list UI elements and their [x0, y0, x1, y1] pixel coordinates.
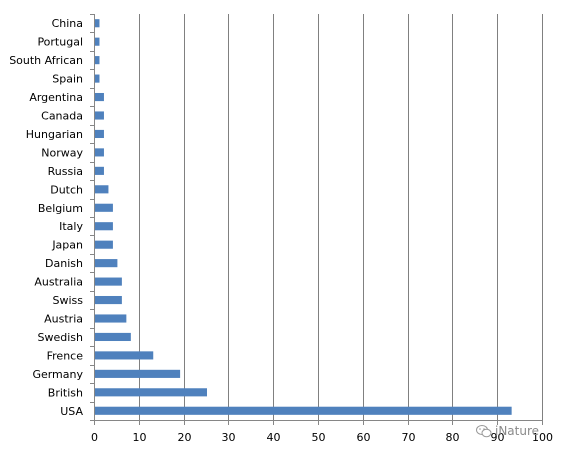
watermark-text: iNature [495, 424, 540, 438]
x-tick-label: 70 [402, 431, 416, 444]
category-label: Russia [48, 165, 83, 178]
bar [95, 259, 118, 268]
x-tick-label: 50 [312, 431, 326, 444]
bars [95, 19, 512, 415]
x-tick-label: 10 [133, 431, 147, 444]
bar [95, 148, 104, 157]
x-tick-label: 90 [491, 431, 505, 444]
bar [95, 406, 512, 415]
bar [95, 277, 122, 286]
category-label: Italy [59, 220, 83, 233]
category-label: Spain [52, 73, 83, 86]
category-label: Dutch [50, 183, 83, 196]
category-label: Swedish [38, 331, 84, 344]
bar [95, 92, 104, 102]
bar [95, 185, 109, 194]
category-label: Hungarian [26, 128, 83, 141]
bar [95, 37, 100, 46]
x-tick-label: 0 [91, 431, 98, 444]
category-label: British [48, 386, 83, 399]
bar [95, 111, 104, 120]
wechat-icon [476, 424, 492, 437]
category-label: Japan [51, 239, 83, 252]
category-label: Swiss [53, 294, 84, 307]
category-label: Australia [34, 276, 83, 289]
bar [95, 166, 104, 175]
category-label: Portugal [37, 36, 83, 49]
category-label: Norway [41, 146, 83, 159]
bar [95, 369, 181, 378]
bar [95, 56, 100, 65]
bar [95, 129, 104, 139]
bar [95, 332, 131, 342]
category-label: USA [60, 405, 83, 418]
category-label: Argentina [29, 91, 83, 104]
bar [95, 240, 113, 249]
x-tick-label: 80 [446, 431, 460, 444]
bar [95, 222, 113, 231]
category-label: Germany [32, 368, 83, 381]
watermark: iNature [476, 424, 539, 438]
category-label: Austria [44, 313, 83, 326]
x-tick-labels: 0 10 20 30 40 50 60 70 80 90 100 [91, 431, 553, 444]
gridlines [139, 14, 543, 420]
bar [95, 203, 113, 212]
category-label: China [52, 17, 83, 30]
bar [95, 388, 207, 397]
bar [95, 351, 154, 360]
x-tick-label: 20 [178, 431, 192, 444]
x-tick-label: 30 [222, 431, 236, 444]
category-label: Belgium [38, 202, 83, 215]
category-label: Frence [47, 349, 84, 362]
category-labels: China Portugal South African Spain Argentina… [9, 17, 83, 418]
category-label: Danish [45, 257, 83, 270]
category-label: Canada [41, 110, 83, 123]
x-tick-label: 40 [267, 431, 281, 444]
category-label: South African [9, 54, 83, 67]
x-tick-label: 100 [532, 431, 553, 444]
bar [95, 314, 127, 323]
bar [95, 295, 122, 305]
x-tick-label: 60 [357, 431, 371, 444]
bar [95, 19, 100, 28]
bar [95, 74, 100, 83]
axes [90, 14, 543, 425]
